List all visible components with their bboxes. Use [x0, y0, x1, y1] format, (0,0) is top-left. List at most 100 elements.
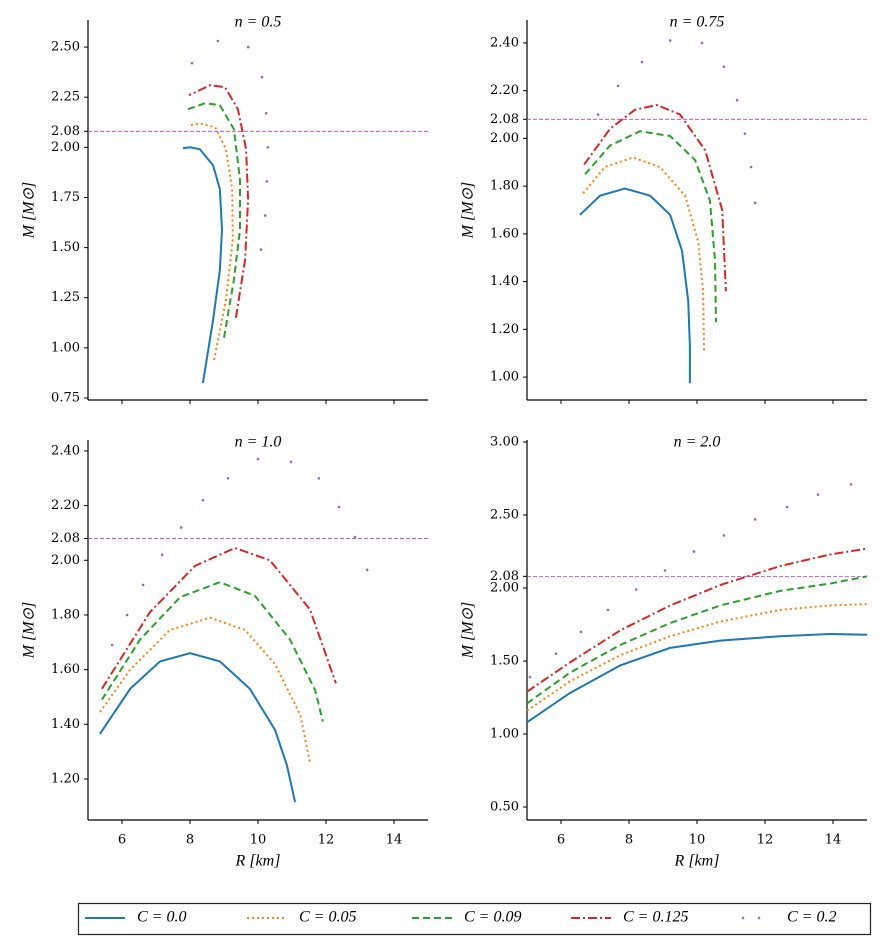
data-line	[526, 632, 868, 724]
panel-title: n = 0.75	[670, 14, 725, 31]
data-point	[668, 39, 672, 42]
y-axis-label: M [M⊙]	[460, 602, 477, 660]
y-tick-label: 2.40	[490, 35, 519, 50]
y-tick-label: 1.50	[490, 654, 519, 669]
data-point	[753, 518, 757, 521]
x-tick-label: 10	[250, 833, 267, 848]
y-tick-label: 1.00	[490, 727, 519, 742]
data-point	[263, 214, 267, 217]
y-tick-label: 2.08	[490, 112, 519, 127]
y-axis-label: M [M⊙]	[21, 182, 38, 240]
data-point	[365, 568, 369, 572]
data-point	[256, 457, 260, 461]
y-tick-label: 1.00	[490, 370, 519, 385]
data-point	[816, 493, 820, 496]
data-point	[226, 476, 230, 480]
data-point	[216, 39, 220, 43]
data-point	[246, 45, 250, 49]
data-line	[526, 547, 868, 693]
data-point	[141, 583, 145, 587]
data-line	[583, 103, 727, 292]
x-tick-label: 6	[118, 833, 126, 848]
y-tick-label: 2.20	[490, 83, 519, 98]
data-line	[101, 581, 324, 722]
data-line	[526, 575, 868, 705]
data-point	[337, 505, 341, 509]
data-point	[179, 526, 183, 529]
y-tick-label: 3.00	[490, 435, 519, 450]
y-tick-label: 2.00	[51, 140, 80, 155]
y-tick-label: 2.00	[490, 131, 519, 146]
data-point	[692, 550, 696, 553]
y-axis-label: M [M⊙]	[460, 182, 477, 240]
data-line	[582, 156, 706, 354]
data-point	[849, 483, 853, 486]
y-tick-label: 2.40	[51, 443, 80, 458]
y-tick-label: 1.80	[490, 179, 519, 194]
data-point	[743, 132, 747, 135]
y-tick-label: 1.40	[51, 717, 80, 732]
legend-label: C = 0.2	[787, 909, 836, 926]
y-tick-label: 1.60	[51, 662, 80, 677]
data-point	[753, 201, 757, 205]
panel-title: n = 2.0	[674, 434, 721, 451]
data-point	[528, 675, 532, 679]
legend-swatch	[741, 916, 745, 920]
data-point	[700, 41, 704, 45]
data-point	[749, 165, 753, 169]
legend-label: C = 0.0	[137, 909, 186, 926]
y-tick-label: 2.50	[490, 508, 519, 523]
data-point	[634, 588, 638, 591]
panel-title: n = 1.0	[235, 434, 282, 451]
data-point	[606, 608, 610, 612]
data-point	[640, 60, 644, 64]
data-point	[190, 61, 194, 65]
data-point	[579, 630, 583, 634]
y-tick-label: 1.00	[51, 340, 80, 355]
y-tick-label: 1.75	[51, 190, 80, 205]
x-tick-label: 14	[825, 833, 842, 848]
y-tick-label: 2.00	[490, 581, 519, 596]
legend-box	[77, 902, 872, 936]
data-point	[160, 553, 164, 557]
x-axis-label: R [km]	[235, 853, 281, 870]
x-axis-label: R [km]	[674, 853, 720, 870]
panel: 0.75 1.00 1.25 1.50 1.75 2.002.08 2.25 2.50 n = …	[21, 14, 428, 405]
y-tick-label: 2.08	[51, 124, 80, 139]
data-point	[201, 498, 205, 502]
x-tick-label: 8	[186, 833, 194, 848]
data-line	[99, 652, 297, 803]
x-tick-label: 8	[625, 833, 633, 848]
data-point	[125, 613, 129, 617]
y-tick-label: 2.08	[490, 569, 519, 584]
panel: 0.50 1.00 1.50 2.002.08 2.50 3.00 6 8 10 12 14 n = …	[460, 434, 868, 870]
data-point	[735, 98, 739, 102]
x-tick-label: 14	[386, 833, 403, 848]
data-point	[616, 84, 620, 88]
data-line	[189, 122, 234, 361]
data-point	[663, 569, 667, 572]
y-tick-label: 1.40	[490, 274, 519, 289]
data-point	[265, 180, 269, 183]
x-tick-label: 10	[689, 833, 706, 848]
legend-label: C = 0.125	[623, 909, 688, 926]
panel-title: n = 0.5	[235, 14, 282, 31]
data-point	[260, 75, 264, 79]
data-point	[110, 643, 114, 647]
y-tick-label: 1.20	[51, 771, 80, 786]
y-tick-label: 2.08	[51, 531, 80, 546]
data-line	[187, 102, 241, 338]
data-line	[99, 616, 311, 763]
data-point	[785, 505, 789, 509]
y-tick-label: 1.25	[51, 290, 80, 305]
y-tick-label: 2.25	[51, 90, 80, 105]
data-line	[526, 603, 868, 712]
data-point	[722, 534, 726, 537]
data-line	[188, 84, 250, 318]
data-line	[101, 546, 337, 690]
data-point	[289, 460, 293, 464]
data-line	[584, 130, 717, 323]
panel: 1.00 1.20 1.40 1.60 1.80 2.00 2.08 2.20 2.40 n = …	[460, 14, 867, 404]
legend-label: C = 0.05	[299, 909, 356, 926]
